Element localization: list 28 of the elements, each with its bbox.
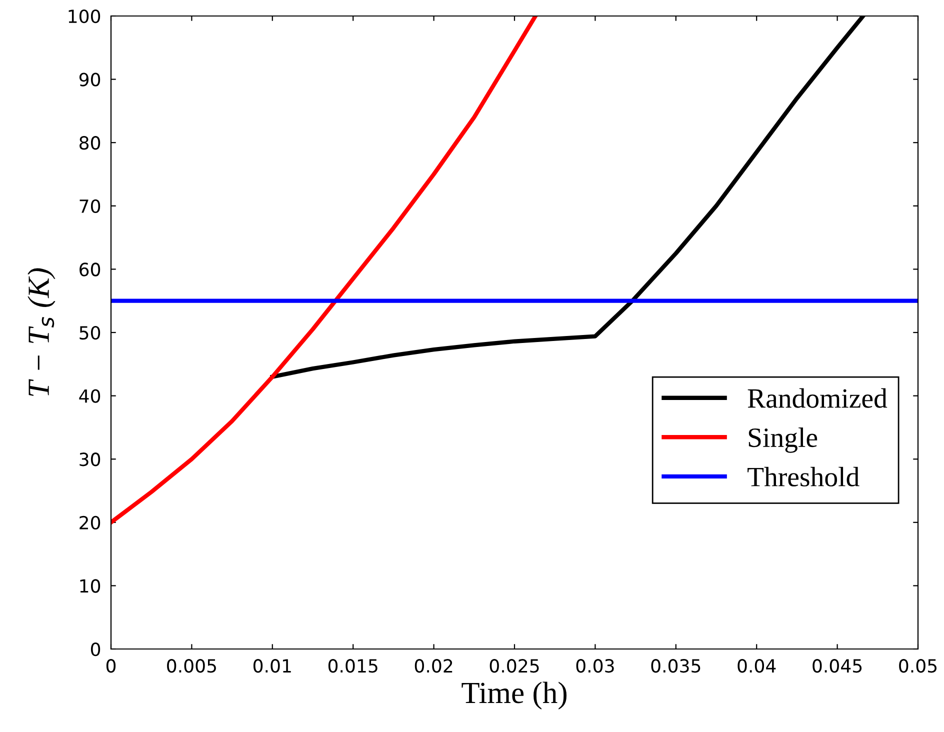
x-tick-label: 0.04 [738, 659, 776, 673]
line-series [111, 16, 538, 524]
x-tick-label: 0.01 [253, 659, 291, 673]
y-tick-label: 100 [68, 9, 100, 24]
y-tick-label: 90 [79, 72, 100, 86]
x-tick-label: 0 [106, 659, 116, 673]
x-tick-label: 0.02 [414, 659, 452, 673]
x-tick-label: 0.015 [328, 659, 378, 673]
x-tick-label: 0.05 [899, 659, 937, 673]
y-tick-label: 40 [79, 389, 100, 403]
x-axis-title: Time (h) [462, 682, 566, 710]
x-tick-label: 0.025 [490, 659, 539, 673]
y-axis-title: T − T$_{s}$ (K) [28, 268, 56, 396]
y-tick-label: 60 [80, 262, 100, 276]
x-tick-label: 0.035 [651, 659, 700, 673]
y-tick-label: 80 [80, 136, 100, 150]
y-tick-label: 30 [80, 452, 100, 466]
legend-label: Threshold [748, 466, 860, 486]
y-tick-label: 0 [90, 642, 100, 656]
y-tick-label: 10 [80, 579, 100, 593]
y-tick-label: 50 [80, 326, 100, 340]
y-tick-label: 70 [80, 199, 100, 214]
legend-label: Randomized [748, 388, 888, 408]
x-tick-label: 0.005 [167, 659, 216, 673]
y-tick-label: 20 [80, 516, 100, 530]
legend-label: Single [748, 428, 818, 453]
x-tick-label: 0.045 [812, 659, 862, 673]
x-tick-label: 0.03 [576, 659, 614, 673]
